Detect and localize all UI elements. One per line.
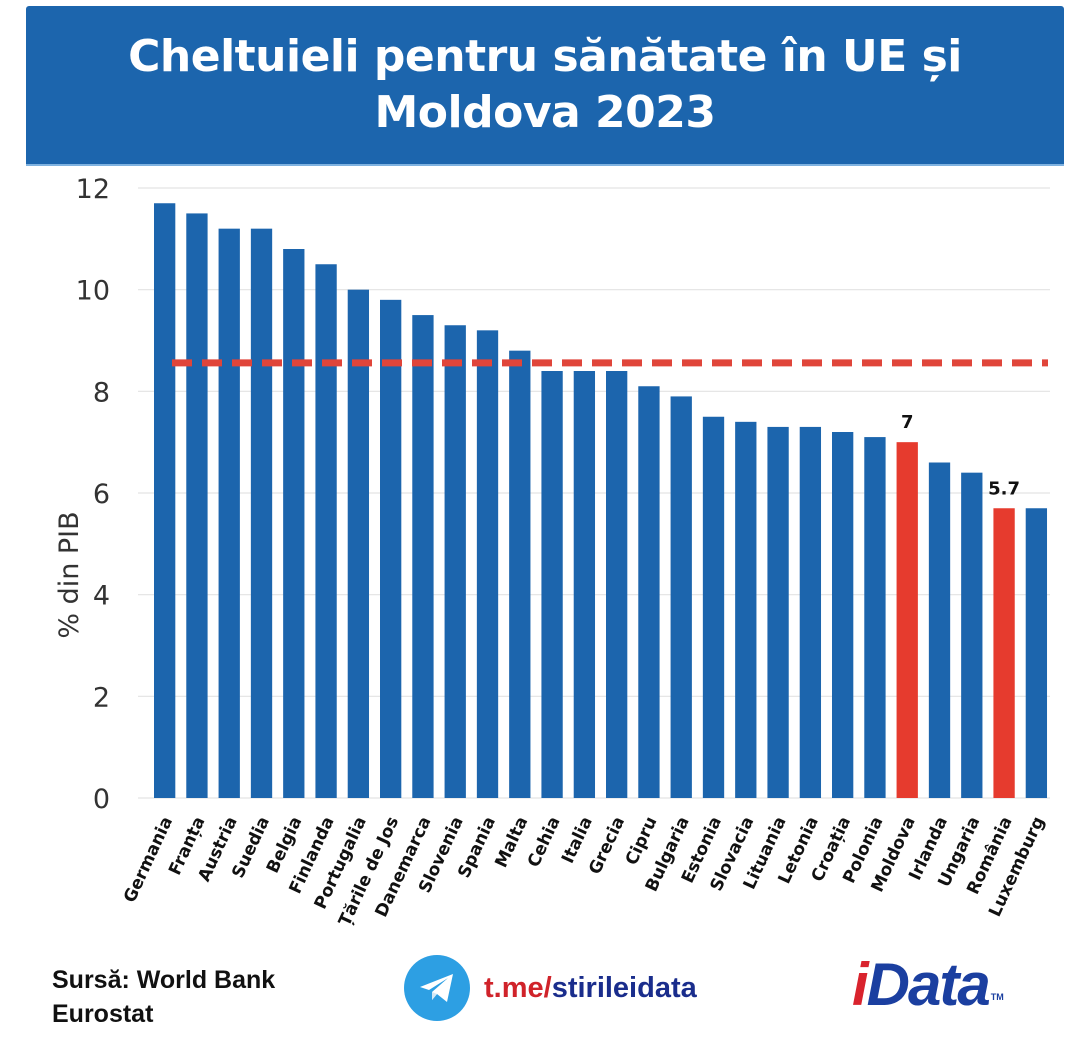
chart-title-line-2: Moldova 2023 xyxy=(374,87,716,138)
y-tick-label: 0 xyxy=(93,784,110,815)
bar-bulgaria xyxy=(670,396,692,798)
title-banner: Cheltuieli pentru sănătate în UE și Mold… xyxy=(26,6,1064,164)
y-axis-ticks: 0 2 4 6 8 10 12 xyxy=(76,174,110,815)
bar-danemarca xyxy=(412,315,434,798)
bar-slovacia xyxy=(735,421,757,798)
bar-irlanda xyxy=(928,462,951,798)
y-tick-label: 2 xyxy=(93,682,110,713)
y-tick-label: 10 xyxy=(76,276,110,307)
bar-finlanda xyxy=(315,264,337,798)
data-label: 7 xyxy=(901,412,914,433)
bar-cehia xyxy=(541,371,563,798)
bar-grecia xyxy=(606,371,628,798)
bar-austria xyxy=(218,228,240,798)
source-note: Sursă: World Bank Eurostat xyxy=(52,963,275,1031)
bar-lituania xyxy=(767,426,789,798)
bar--rile-de-jos xyxy=(380,299,402,798)
y-tick-label: 6 xyxy=(93,479,110,510)
bar-germania xyxy=(154,203,176,798)
bar-malta xyxy=(509,350,531,798)
bar-italia xyxy=(573,371,596,798)
logo-i: i xyxy=(852,951,869,1018)
bar-rom-nia xyxy=(993,508,1015,798)
x-tick-label: Germania xyxy=(120,814,177,906)
idata-logo: iData TM xyxy=(852,950,1004,1020)
source-line-1: Sursă: World Bank xyxy=(52,966,276,994)
bar-fran-a xyxy=(186,213,208,798)
y-tick-label: 4 xyxy=(93,581,110,612)
telegram-plane-icon xyxy=(404,955,470,1021)
logo-trademark: TM xyxy=(990,992,1004,1002)
logo-data: Data xyxy=(866,951,991,1018)
bar-polonia xyxy=(864,437,886,798)
bar-estonia xyxy=(702,416,725,798)
chart-title-line-1: Cheltuieli pentru sănătate în UE și xyxy=(128,31,962,82)
y-axis-label: % din PIB xyxy=(54,511,85,638)
telegram-url[interactable]: t.me/stirileidata xyxy=(484,972,697,1005)
y-tick-label: 8 xyxy=(93,377,110,408)
bar-suedia xyxy=(250,228,273,798)
source-line-2: Eurostat xyxy=(52,1000,154,1028)
bar-spania xyxy=(476,330,499,798)
bar-ungaria xyxy=(961,472,983,798)
bars xyxy=(154,203,1048,798)
data-label: 5.7 xyxy=(988,478,1020,499)
bar-luxemburg xyxy=(1025,508,1048,798)
bar-portugalia xyxy=(347,289,370,798)
bar-moldova xyxy=(896,442,918,798)
telegram-url-prefix: t.me/ xyxy=(484,971,552,1004)
data-labels: 75.7 xyxy=(901,412,1020,499)
x-axis-labels: GermaniaFranțaAustriaSuediaBelgiaFinland… xyxy=(120,814,1049,930)
bar-letonia xyxy=(799,426,822,798)
bar-slovenia xyxy=(444,325,466,798)
telegram-url-channel: stirileidata xyxy=(551,971,697,1004)
bar-belgia xyxy=(283,249,305,798)
bar-croa-ia xyxy=(832,432,854,798)
y-tick-label: 12 xyxy=(76,174,110,205)
bar-cipru xyxy=(638,386,660,798)
telegram-link[interactable]: t.me/stirileidata xyxy=(404,955,697,1021)
